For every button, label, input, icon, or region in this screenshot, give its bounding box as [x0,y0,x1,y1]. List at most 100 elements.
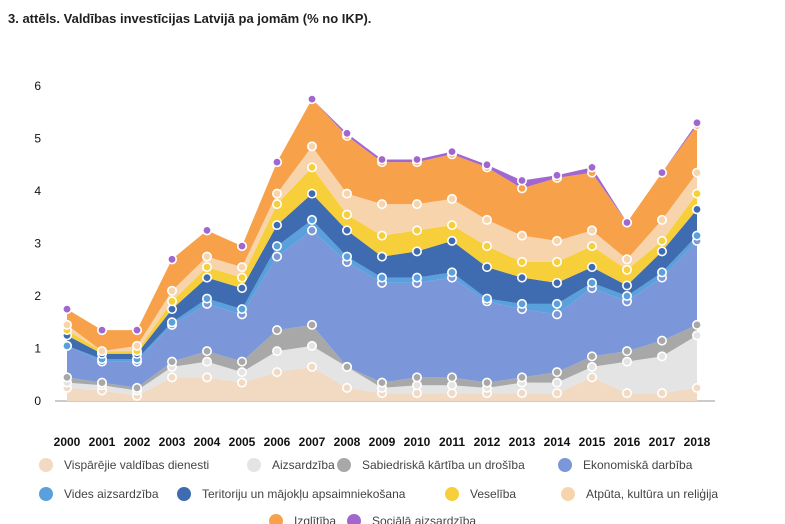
legend-swatch [247,458,261,472]
marker-vides-aizsardziba-2013 [516,298,527,309]
legend-item-teritoriju-un-majoklu-apsaimniekosana[interactable]: Teritoriju un mājokļu apsaimniekošana [177,487,406,501]
marker-visparejie-valdibas-dienesti-2007 [306,361,317,372]
marker-teritoriju-un-majoklu-apsaimniekosana-2007 [306,188,317,199]
marker-vides-aizsardziba-2015 [586,277,597,288]
x-tick-label: 2016 [614,435,641,449]
marker-visparejie-valdibas-dienesti-2013 [516,388,527,399]
x-axis-ticks: 2000 2001 2002 2003 2004 2005 2006 2007 2008 2009… [54,435,711,449]
y-tick-label: 3 [34,237,41,251]
legend-item-sociala-aizsardziba[interactable]: Sociālā aizsardzība [347,514,476,524]
legend-label: Vispārējie valdības dienesti [64,458,209,472]
x-tick-label: 2010 [404,435,431,449]
x-tick-label: 2002 [124,435,151,449]
marker-vides-aizsardziba-2008 [341,251,352,262]
marker-sociala-aizsardziba-2016 [621,217,632,228]
marker-sabiedriska-kartiba-un-drosiba-2013 [516,372,527,383]
marker-aizsardziba-2015 [586,361,597,372]
marker-atputa-kultura-un-religija-2005 [237,262,248,273]
marker-aizsardziba-2007 [306,340,317,351]
legend-label: Ekonomiskā darbība [583,458,693,472]
legend-item-visparejie-valdibas-dienesti[interactable]: Vispārējie valdības dienesti [39,458,209,472]
area-atputa-kultura-un-religija [67,146,697,352]
marker-sabiedriska-kartiba-un-drosiba-2012 [481,377,492,388]
marker-visparejie-valdibas-dienesti-2016 [621,388,632,399]
area-veseliba [67,167,697,354]
marker-teritoriju-un-majoklu-apsaimniekosana-2015 [586,262,597,273]
legend-swatch [269,514,283,524]
marker-sociala-aizsardziba-2015 [586,162,597,173]
marker-veseliba-2016 [621,264,632,275]
marker-sabiedriska-kartiba-un-drosiba-2016 [621,346,632,357]
marker-aizsardziba-2005 [237,367,248,378]
legend-swatch [558,458,572,472]
marker-atputa-kultura-un-religija-2011 [446,193,457,204]
area-visparejie-valdibas-dienesti [67,366,697,401]
marker-ekonomiska-darbiba-2006 [271,251,282,262]
chart-title: 3. attēls. Valdības investīcijas Latvijā… [8,11,372,26]
legend-item-aizsardziba[interactable]: Aizsardzība [247,458,335,472]
marker-ekonomiska-darbiba-2014 [551,309,562,320]
area-izglitiba [67,99,697,352]
legend: Vispārējie valdības dienesti Aizsardzība S… [39,458,718,524]
marker-atputa-kultura-un-religija-2003 [167,285,178,296]
marker-sociala-aizsardziba-2005 [237,241,248,252]
y-tick-label: 0 [34,394,41,408]
marker-sociala-aizsardziba-2009 [376,154,387,165]
marker-atputa-kultura-un-religija-2001 [97,346,108,357]
x-tick-label: 2003 [159,435,186,449]
legend-item-izglitiba[interactable]: Izglītība [269,514,336,524]
area-aizsardziba [67,335,697,396]
legend-item-sabiedriska-kartiba-un-drosiba[interactable]: Sabiedriskā kārtība un drošība [337,458,525,472]
area-ekonomiska-darbiba [67,230,697,388]
marker-visparejie-valdibas-dienesti-2004 [202,372,213,383]
marker-sabiedriska-kartiba-un-drosiba-2006 [271,325,282,336]
marker-atputa-kultura-un-religija-2000 [61,319,72,330]
x-tick-label: 2007 [299,435,326,449]
marker-sociala-aizsardziba-2011 [446,146,457,157]
legend-item-veseliba[interactable]: Veselība [445,487,516,501]
marker-sabiedriska-kartiba-un-drosiba-2017 [656,335,667,346]
marker-sociala-aizsardziba-2003 [167,254,178,265]
marker-teritoriju-un-majoklu-apsaimniekosana-2012 [481,262,492,273]
marker-sabiedriska-kartiba-un-drosiba-2010 [411,372,422,383]
marker-vides-aizsardziba-2017 [656,267,667,278]
marker-veseliba-2014 [551,256,562,267]
marker-sociala-aizsardziba-2004 [202,225,213,236]
legend-item-ekonomiska-darbiba[interactable]: Ekonomiskā darbība [558,458,693,472]
x-tick-label: 2017 [649,435,676,449]
marker-sabiedriska-kartiba-un-drosiba-2014 [551,367,562,378]
marker-visparejie-valdibas-dienesti-2018 [691,382,702,393]
x-tick-label: 2006 [264,435,291,449]
marker-sociala-aizsardziba-2002 [132,325,143,336]
legend-label: Izglītība [294,514,336,524]
marker-veseliba-2015 [586,241,597,252]
marker-teritoriju-un-majoklu-apsaimniekosana-2010 [411,246,422,257]
marker-veseliba-2007 [306,162,317,173]
marker-visparejie-valdibas-dienesti-2008 [341,382,352,393]
marker-sabiedriska-kartiba-un-drosiba-2005 [237,356,248,367]
marker-visparejie-valdibas-dienesti-2003 [167,372,178,383]
marker-veseliba-2011 [446,220,457,231]
x-tick-label: 2013 [509,435,536,449]
marker-aizsardziba-2014 [551,377,562,388]
legend-label: Atpūta, kultūra un reliģija [586,487,718,501]
legend-swatch [561,487,575,501]
marker-sociala-aizsardziba-2014 [551,170,562,181]
legend-item-vides-aizsardziba[interactable]: Vides aizsardzība [39,487,159,501]
marker-vides-aizsardziba-2010 [411,272,422,283]
marker-aizsardziba-2016 [621,356,632,367]
marker-vides-aizsardziba-2006 [271,241,282,252]
marker-aizsardziba-2017 [656,351,667,362]
legend-item-atputa-kultura-un-religija[interactable]: Atpūta, kultūra un reliģija [561,487,718,501]
area-layers [67,99,697,401]
data-markers [61,94,702,401]
marker-atputa-kultura-un-religija-2008 [341,188,352,199]
marker-teritoriju-un-majoklu-apsaimniekosana-2018 [691,204,702,215]
y-tick-label: 2 [34,289,41,303]
marker-sociala-aizsardziba-2013 [516,175,527,186]
x-tick-label: 2004 [194,435,221,449]
marker-vides-aizsardziba-2012 [481,293,492,304]
marker-veseliba-2013 [516,256,527,267]
marker-visparejie-valdibas-dienesti-2005 [237,377,248,388]
x-tick-label: 2008 [334,435,361,449]
